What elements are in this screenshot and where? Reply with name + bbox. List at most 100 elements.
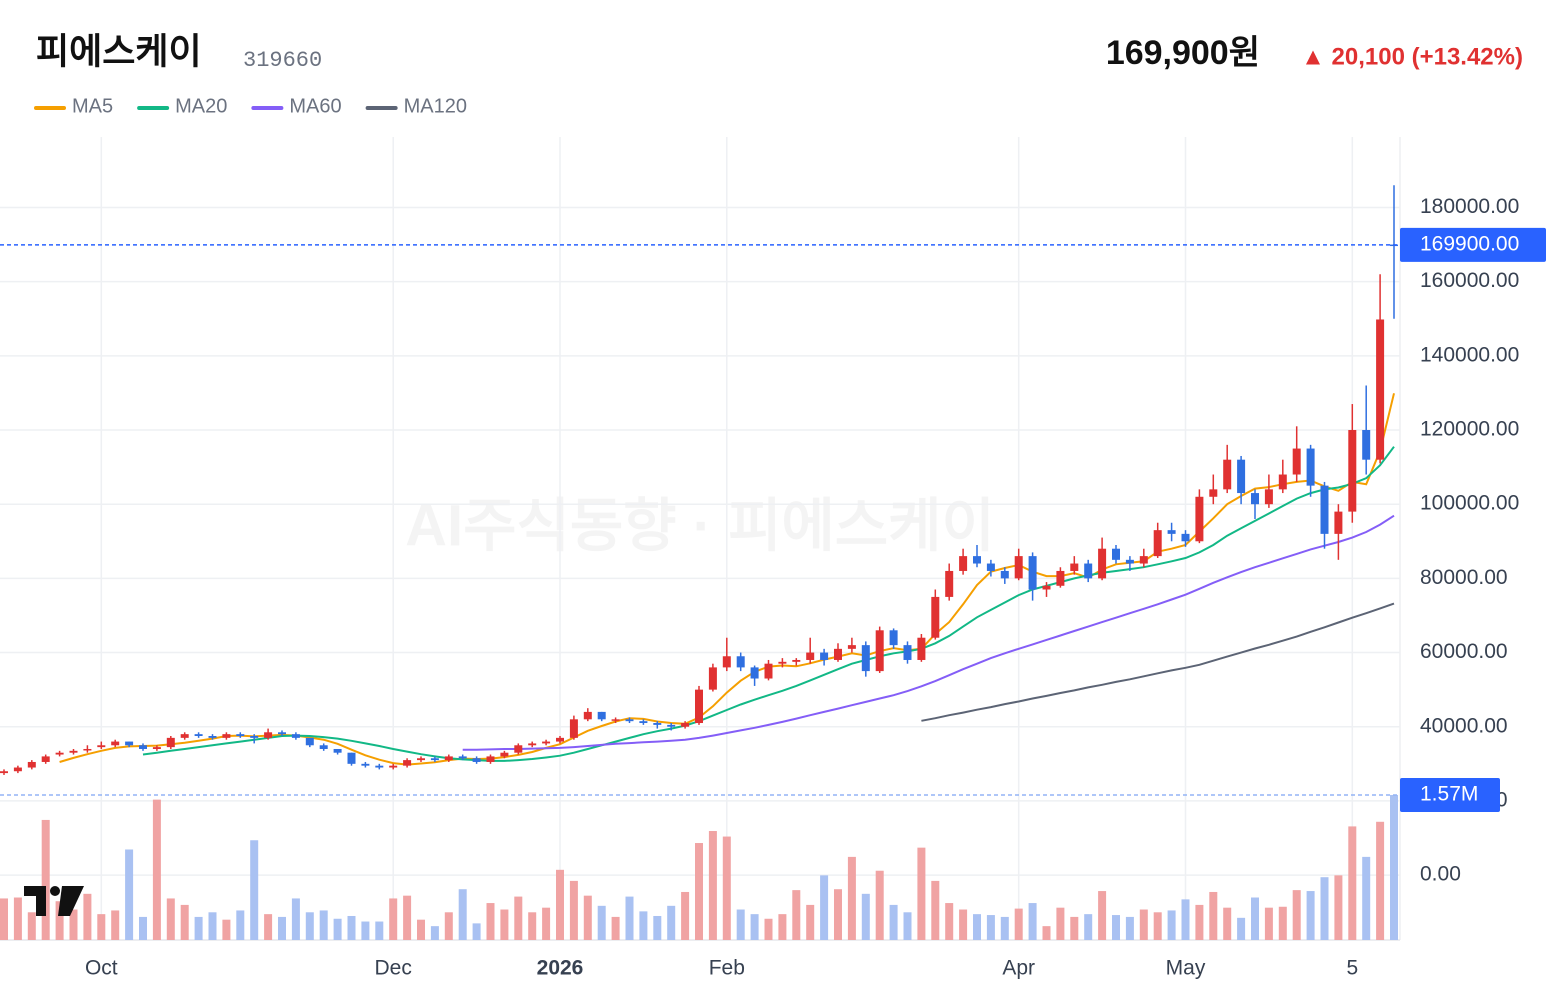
volume-bar xyxy=(861,893,870,940)
candle-body xyxy=(528,743,537,746)
volume-bar xyxy=(792,890,801,940)
volume-bar xyxy=(278,916,286,940)
candle-body xyxy=(375,765,384,768)
candle-body xyxy=(847,645,856,649)
volume-bar xyxy=(305,912,314,940)
candle-body xyxy=(1139,556,1148,564)
candle-body xyxy=(222,734,231,738)
volume-bar xyxy=(208,912,217,940)
candle-body xyxy=(750,667,759,679)
candle-body xyxy=(931,596,940,638)
x-tick-label: Apr xyxy=(1002,957,1035,980)
y-tick-label: 0.00 xyxy=(1420,863,1461,886)
volume-bar xyxy=(653,915,662,940)
volume-bar xyxy=(514,896,523,940)
candle-body xyxy=(1278,474,1287,490)
candle-body xyxy=(778,661,787,664)
volume-bar xyxy=(1028,903,1037,940)
candle-body xyxy=(486,756,495,762)
volume-bar xyxy=(903,912,912,940)
volume-bar xyxy=(625,896,634,940)
candle-body xyxy=(1181,533,1190,542)
candle-body xyxy=(194,734,203,737)
candle-body xyxy=(695,689,703,724)
candle-body xyxy=(625,719,634,722)
candle-body xyxy=(403,760,412,766)
volume-bar xyxy=(1056,907,1065,940)
candle-body xyxy=(1251,493,1259,505)
volume-bar xyxy=(1237,917,1246,940)
candle-body xyxy=(986,563,995,571)
volume-bar xyxy=(389,898,398,940)
volume-bar xyxy=(458,889,467,940)
volume-bar xyxy=(556,869,564,940)
x-tick-label: May xyxy=(1166,957,1206,980)
volume-bar xyxy=(333,918,342,940)
candle-body xyxy=(1237,459,1246,494)
volume-bar xyxy=(834,889,842,940)
volume-bar xyxy=(569,880,578,940)
candle-body xyxy=(1125,559,1134,564)
candle-body xyxy=(152,747,161,749)
volume-bar xyxy=(820,875,829,940)
y-tick-label: 60000.00 xyxy=(1420,640,1508,663)
candle-body xyxy=(681,723,690,727)
volume-bar xyxy=(917,847,926,940)
volume-bar xyxy=(500,909,509,940)
y-tick-label: 120000.00 xyxy=(1420,418,1519,441)
volume-bar xyxy=(986,915,995,940)
volume-bar xyxy=(1376,821,1385,940)
candle-body xyxy=(959,556,968,571)
candle-body xyxy=(69,750,78,753)
candle-body xyxy=(0,771,8,774)
x-tick-label: Feb xyxy=(709,957,745,980)
candle-body xyxy=(1167,530,1176,534)
candle-body xyxy=(514,745,523,753)
candle-body xyxy=(834,648,842,660)
candle-body xyxy=(708,667,717,690)
volume-bar xyxy=(250,840,259,940)
volume-bar xyxy=(125,849,134,940)
volume-bar xyxy=(931,880,940,940)
volume-bar xyxy=(1251,897,1259,940)
candle-body xyxy=(347,752,356,764)
volume-bar xyxy=(1070,916,1079,940)
volume-bar xyxy=(152,799,161,940)
candle-body xyxy=(1320,485,1329,534)
chart-title: 피에스케이 xyxy=(36,31,202,72)
legend-label: MA120 xyxy=(404,95,467,117)
volume-bar xyxy=(778,914,787,940)
stock-code: 319660 xyxy=(243,48,322,73)
volume-bar xyxy=(1306,891,1315,940)
volume-bar xyxy=(180,904,189,940)
price-tags: 169900.00 1.57M xyxy=(0,227,1546,812)
last-price-label: 169900.00 xyxy=(1420,232,1519,255)
volume-bar xyxy=(194,916,203,940)
volume-bar xyxy=(319,910,328,940)
legend-label: MA5 xyxy=(72,95,113,117)
volume-bar xyxy=(375,921,384,940)
volume-bar xyxy=(486,903,495,940)
volume-bar xyxy=(1334,875,1343,940)
volume-bar xyxy=(750,914,759,940)
volume-bar xyxy=(139,916,147,940)
candle-body xyxy=(500,752,509,757)
volume-bar xyxy=(55,901,64,940)
volume-bar xyxy=(959,909,968,940)
axes: 0.0020000.0040000.0060000.0080000.001000… xyxy=(85,195,1519,980)
x-tick-label: Oct xyxy=(85,957,118,980)
volume-bar xyxy=(583,895,592,940)
last-volume-label: 1.57M xyxy=(1420,783,1478,806)
candle-body xyxy=(1264,489,1273,505)
candle-body xyxy=(417,758,425,761)
volume-bar xyxy=(1362,856,1371,940)
volume-bar xyxy=(1320,877,1329,940)
volume-bar xyxy=(222,919,231,940)
candle-body xyxy=(597,711,606,720)
candle-body xyxy=(208,736,217,738)
ma-line xyxy=(921,602,1395,722)
volume-bar xyxy=(291,898,300,940)
volume-bar xyxy=(1181,899,1190,940)
candle-body xyxy=(875,630,884,672)
